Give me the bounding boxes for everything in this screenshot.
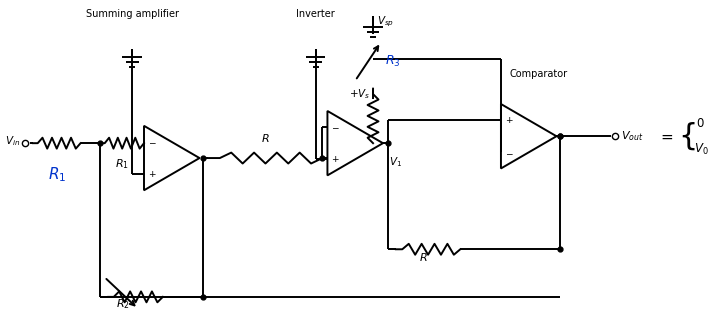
Text: $-$: $-$ bbox=[331, 123, 340, 132]
Text: $+$: $+$ bbox=[331, 154, 340, 164]
Text: $V_{sp}$: $V_{sp}$ bbox=[377, 14, 394, 29]
Text: $R$: $R$ bbox=[419, 251, 428, 263]
Text: $V_0$: $V_0$ bbox=[694, 142, 709, 157]
Text: $R_3$: $R_3$ bbox=[385, 54, 400, 69]
Text: $0$: $0$ bbox=[696, 117, 705, 130]
Text: $=$: $=$ bbox=[659, 129, 674, 144]
Text: $R_1$: $R_1$ bbox=[115, 157, 129, 171]
Text: $V_{out}$: $V_{out}$ bbox=[621, 129, 644, 143]
Text: $R$: $R$ bbox=[261, 132, 270, 144]
Text: $R_2$: $R_2$ bbox=[117, 297, 130, 311]
Text: $-$: $-$ bbox=[505, 148, 513, 157]
Text: Comparator: Comparator bbox=[510, 69, 568, 79]
Text: $V_1$: $V_1$ bbox=[389, 155, 402, 169]
Text: Inverter: Inverter bbox=[296, 9, 335, 19]
Text: $+V_s$: $+V_s$ bbox=[349, 87, 370, 101]
Text: $+$: $+$ bbox=[147, 169, 156, 179]
Text: $V_{in}$: $V_{in}$ bbox=[5, 134, 20, 148]
Text: $\mathit{R_1}$: $\mathit{R_1}$ bbox=[48, 165, 66, 184]
Text: $\{$: $\{$ bbox=[679, 120, 696, 152]
Text: $-$: $-$ bbox=[147, 137, 157, 146]
Text: $+$: $+$ bbox=[505, 115, 513, 125]
Text: Summing amplifier: Summing amplifier bbox=[86, 9, 179, 19]
